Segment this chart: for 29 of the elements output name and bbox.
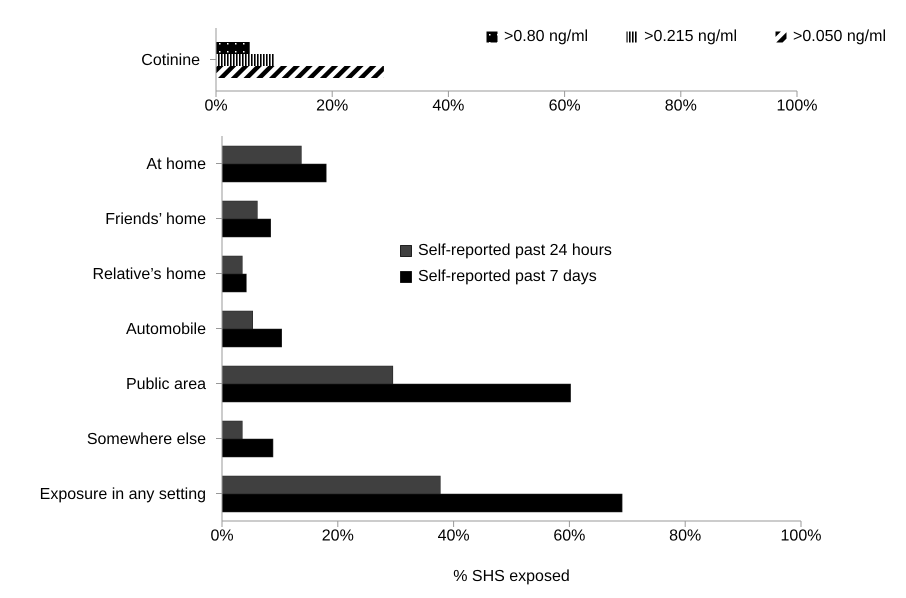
legend-label: Self-reported past 24 hours	[418, 242, 612, 260]
x-tick-label: 60%	[553, 527, 586, 544]
y-tick-label: At home	[146, 156, 206, 174]
x-tick-label: 0%	[210, 527, 234, 544]
y-tick-label: Relative’s home	[92, 266, 206, 284]
bar	[216, 42, 250, 54]
y-tick-label: Somewhere else	[86, 431, 206, 448]
legend-label: >0.80 ng/ml	[504, 28, 588, 46]
x-tick-label: 40%	[432, 97, 464, 114]
x-tick-label: 20%	[316, 97, 348, 114]
legend-label: Self-reported past 7 days	[418, 268, 597, 286]
y-tick-label: Automobile	[126, 321, 206, 338]
y-tick-label: Public area	[126, 376, 206, 394]
x-tick-label: 80%	[664, 97, 697, 114]
x-tick-label: 20%	[322, 527, 354, 544]
x-tick-label: 100%	[776, 97, 818, 114]
legend-label: >0.050 ng/ml	[793, 28, 886, 46]
bar	[216, 54, 274, 66]
x-tick-label: 0%	[204, 97, 228, 114]
x-tick-label: 80%	[669, 527, 702, 544]
x-axis-title: % SHS exposed	[453, 568, 570, 585]
legend-label: >0.215 ng/ml	[644, 28, 738, 46]
y-tick-label: Cotinine	[141, 52, 200, 70]
bar	[216, 66, 384, 78]
x-tick-label: 40%	[438, 527, 470, 544]
x-tick-label: 100%	[780, 527, 822, 544]
y-tick-label: Exposure in any setting	[40, 486, 206, 504]
x-tick-label: 60%	[548, 97, 581, 114]
y-tick-label: Friends’ home	[105, 211, 206, 228]
